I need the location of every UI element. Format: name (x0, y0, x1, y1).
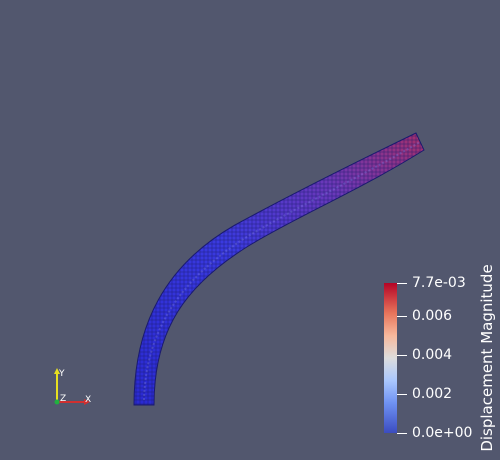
z-axis-dot (54, 399, 60, 405)
orientation-axes (54, 368, 90, 405)
x-axis-arrow (84, 399, 90, 405)
y-axis-arrow (54, 368, 60, 374)
color-bar (384, 283, 397, 433)
colorbar-tick (397, 316, 407, 317)
colorbar-tick (397, 283, 407, 284)
z-axis-label: Z (60, 394, 67, 404)
colorbar-tick-label-min: 0.0e+00 (412, 425, 473, 441)
beam-highlight (143, 141, 421, 401)
colorbar-tick-label: 0.006 (412, 308, 453, 324)
colorbar-tick-label-max: 7.7e-03 (412, 275, 466, 291)
colorbar-tick (397, 394, 407, 395)
colorbar-tick (397, 355, 407, 356)
colorbar-tick-label: 0.004 (412, 347, 453, 363)
colorbar-title: Displacement Magnitude (478, 264, 496, 452)
colorbar-tick-label: 0.002 (412, 386, 453, 402)
bent-beam-grid (134, 133, 424, 405)
y-axis-label: Y (59, 369, 65, 379)
x-axis-label: X (85, 395, 92, 405)
colorbar-tick (397, 433, 407, 434)
